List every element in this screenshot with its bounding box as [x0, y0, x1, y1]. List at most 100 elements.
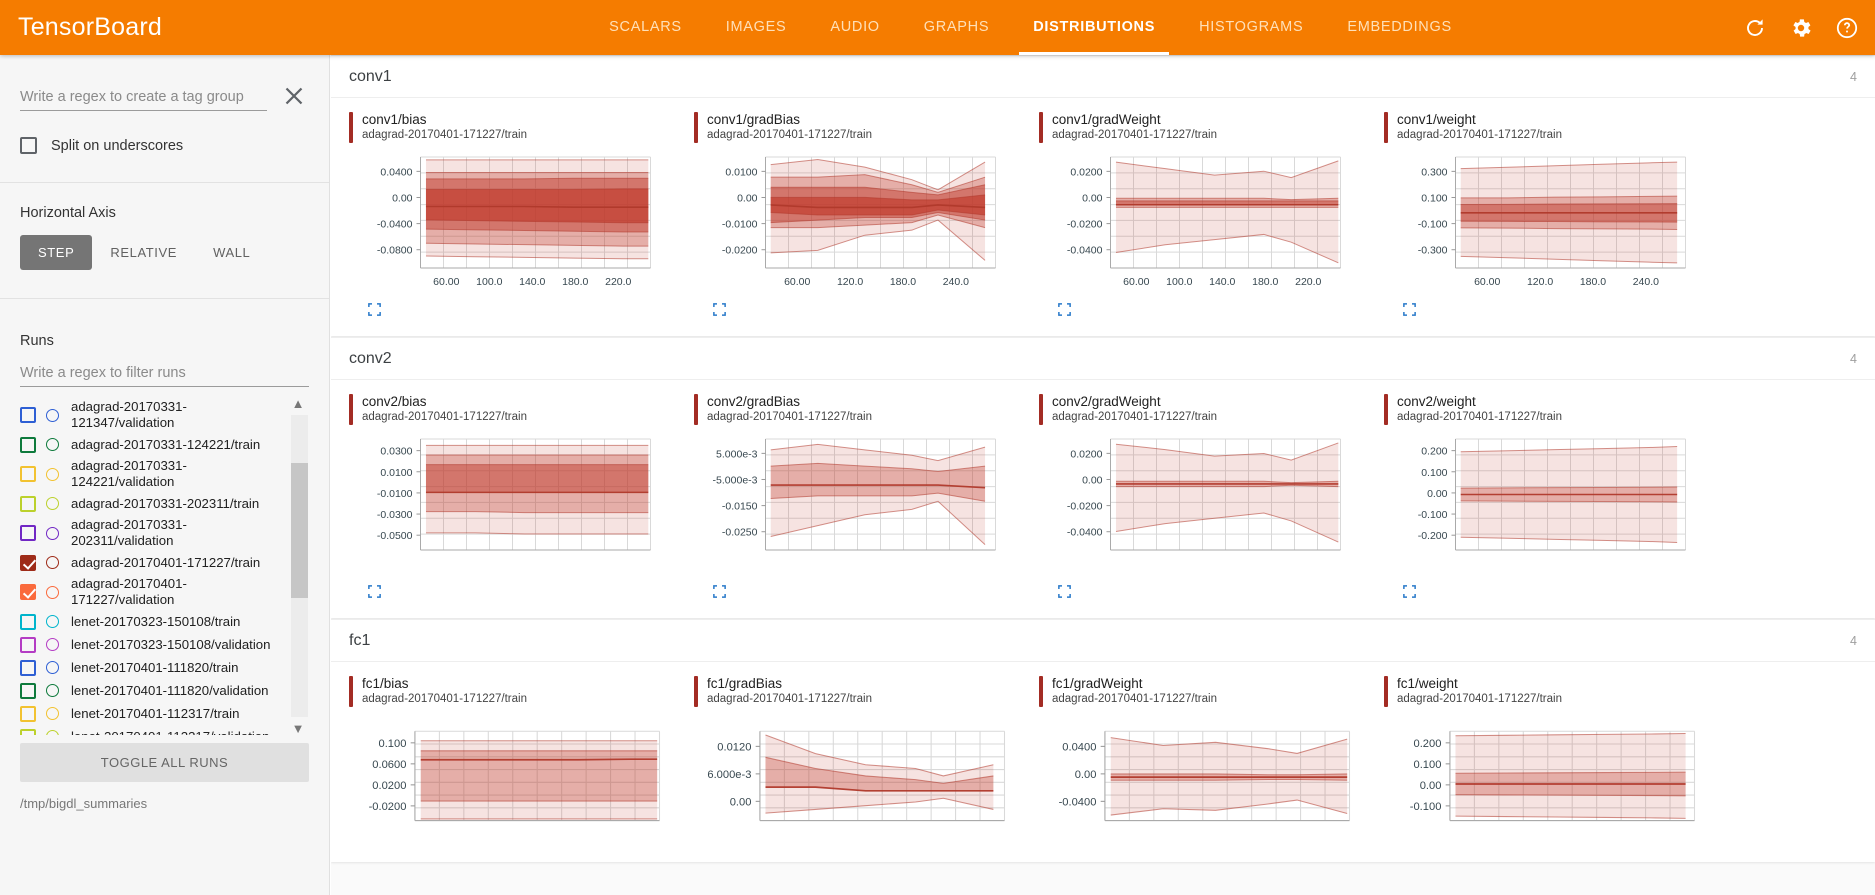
run-item[interactable]: adagrad-20170331-202311/train [20, 492, 283, 515]
tab-histograms[interactable]: HISTOGRAMS [1199, 19, 1304, 35]
svg-text:0.0600: 0.0600 [372, 759, 406, 771]
svg-text:0.100: 0.100 [1413, 759, 1441, 771]
run-item[interactable]: adagrad-20170401-171227/train [20, 551, 283, 574]
run-checkbox[interactable] [20, 659, 36, 676]
axis-option-relative[interactable]: RELATIVE [110, 245, 178, 260]
run-item[interactable]: lenet-20170401-111820/train [20, 656, 283, 679]
tab-graphs[interactable]: GRAPHS [923, 19, 990, 35]
run-color-dot [46, 497, 59, 510]
distribution-chart[interactable]: 0.300 0.100 -0.100 -0.300 60.00 120.0 180.0 240… [1384, 149, 1703, 294]
distribution-chart[interactable]: 0.0400 0.00 -0.0400 -0.0800 60.00 100.0 140.0 1… [349, 149, 668, 294]
run-item[interactable]: adagrad-20170401-171227/validation [20, 574, 283, 610]
refresh-icon[interactable] [1743, 16, 1767, 40]
tab-distributions[interactable]: DISTRIBUTIONS [1011, 0, 1177, 55]
run-checkbox[interactable] [20, 554, 36, 571]
run-item[interactable]: lenet-20170323-150108/train [20, 610, 283, 633]
distribution-chart[interactable]: 5.000e-3 -5.000e-3 -0.0150 -0.0250 [694, 431, 1013, 576]
distribution-chart[interactable]: 0.0400 0.00 -0.0400 [1039, 713, 1358, 858]
run-item[interactable]: lenet-20170323-150108/validation [20, 633, 283, 656]
svg-text:-0.0250: -0.0250 [722, 527, 758, 539]
scroll-down-icon[interactable]: ▼ [291, 721, 305, 736]
axis-option-step[interactable]: STEP [20, 235, 93, 270]
run-checkbox[interactable] [20, 525, 36, 541]
runs-filter-input[interactable] [20, 359, 309, 387]
run-checkbox[interactable] [20, 613, 36, 630]
run-item[interactable]: lenet-20170401-112317/train [20, 702, 283, 725]
run-item[interactable]: adagrad-20170331-124221/train [20, 433, 283, 456]
svg-text:180.0: 180.0 [1580, 276, 1606, 288]
distribution-chart[interactable]: 0.0100 0.00 -0.0100 -0.0200 60.00 120.0 180.0 2… [694, 149, 1013, 294]
chart-card: conv2/gradWeight adagrad-20170401-171227… [1021, 394, 1366, 614]
run-checkbox[interactable] [20, 705, 36, 722]
run-item[interactable]: lenet-20170401-111820/validation [20, 679, 283, 702]
tag-group-header[interactable]: fc1 4 [331, 620, 1875, 662]
svg-text:0.0200: 0.0200 [372, 780, 406, 792]
run-color-dot [46, 684, 59, 697]
chart-title: conv2/bias [362, 394, 427, 409]
axis-option-wall[interactable]: WALL [213, 245, 251, 260]
tab-scalars[interactable]: SCALARS [609, 19, 682, 35]
run-checkbox[interactable] [20, 728, 36, 735]
chart-run-name: adagrad-20170401-171227/train [362, 411, 527, 423]
svg-text:-5.000e-3: -5.000e-3 [713, 474, 758, 486]
run-item[interactable]: adagrad-20170331-202311/validation [20, 515, 283, 551]
tab-embeddings[interactable]: EMBEDDINGS [1347, 19, 1452, 35]
chart-run-name: adagrad-20170401-171227/train [1052, 693, 1217, 705]
svg-text:6.000e-3: 6.000e-3 [707, 769, 751, 781]
run-checkbox[interactable] [20, 495, 36, 512]
chart-card: conv2/gradBias adagrad-20170401-171227/t… [676, 394, 1021, 614]
svg-text:-0.0500: -0.0500 [377, 530, 413, 542]
tab-images[interactable]: IMAGES [725, 19, 787, 35]
run-item[interactable]: lenet-20170401-112317/validation [20, 725, 283, 735]
svg-text:0.0200: 0.0200 [1070, 166, 1102, 178]
run-checkbox[interactable] [20, 436, 36, 453]
distribution-chart[interactable]: 0.0120 6.000e-3 0.00 [694, 713, 1013, 858]
run-label: lenet-20170401-112317/train [71, 705, 240, 721]
distribution-chart[interactable]: 0.0200 0.00 -0.0200 -0.0400 60.00 100.0 140.0 1… [1039, 149, 1358, 294]
run-checkbox[interactable] [20, 682, 36, 699]
chart-run-name: adagrad-20170401-171227/train [362, 129, 527, 141]
run-color-bar [1384, 394, 1388, 425]
expand-chart-icon[interactable] [712, 584, 727, 599]
run-checkbox[interactable] [20, 407, 36, 423]
chart-card: conv1/gradWeight adagrad-20170401-171227… [1021, 112, 1366, 332]
chart-card-header: conv2/gradWeight adagrad-20170401-171227… [1039, 394, 1358, 425]
expand-chart-icon[interactable] [1402, 302, 1417, 317]
sidebar-divider-1 [0, 182, 329, 183]
run-item[interactable]: adagrad-20170331-121347/validation [20, 397, 283, 433]
expand-chart-icon[interactable] [1057, 584, 1072, 599]
tab-audio[interactable]: AUDIO [830, 19, 880, 35]
chart-run-name: adagrad-20170401-171227/train [1397, 129, 1562, 141]
split-on-underscores-checkbox[interactable] [20, 137, 37, 154]
split-on-underscores-row[interactable]: Split on underscores [20, 137, 309, 154]
runs-scrollbar-thumb[interactable] [291, 463, 308, 598]
expand-chart-icon[interactable] [1057, 302, 1072, 317]
run-label: adagrad-20170401-171227/validation [71, 576, 187, 607]
scroll-up-icon[interactable]: ▲ [291, 396, 305, 411]
toggle-all-runs-button[interactable]: TOGGLE ALL RUNS [20, 743, 309, 782]
distribution-chart[interactable]: 0.0200 0.00 -0.0200 -0.0400 [1039, 431, 1358, 576]
help-icon[interactable] [1835, 16, 1859, 40]
distribution-chart[interactable]: 0.200 0.100 0.00 -0.100 -0.200 [1384, 431, 1703, 576]
distribution-chart[interactable]: 0.100 0.0600 0.0200 -0.0200 [349, 713, 668, 858]
run-label: adagrad-20170401-171227/train [71, 554, 261, 570]
run-item[interactable]: adagrad-20170331-124221/validation [20, 456, 283, 492]
svg-text:0.0400: 0.0400 [1062, 742, 1096, 754]
run-checkbox[interactable] [20, 584, 36, 600]
svg-text:0.00: 0.00 [1075, 769, 1097, 781]
expand-chart-icon[interactable] [367, 302, 382, 317]
close-icon[interactable] [279, 81, 309, 111]
expand-chart-icon[interactable] [367, 584, 382, 599]
horizontal-axis-options: STEP RELATIVE WALL [20, 235, 309, 270]
distribution-chart[interactable]: 0.200 0.100 0.00 -0.100 [1384, 713, 1703, 858]
run-checkbox[interactable] [20, 636, 36, 653]
distribution-chart[interactable]: 0.0300 0.0100 -0.0100 -0.0300 -0.0500 [349, 431, 668, 576]
chart-card: conv1/gradBias adagrad-20170401-171227/t… [676, 112, 1021, 332]
expand-chart-icon[interactable] [1402, 584, 1417, 599]
expand-chart-icon[interactable] [712, 302, 727, 317]
run-checkbox[interactable] [20, 466, 36, 482]
tag-group-header[interactable]: conv1 4 [331, 56, 1875, 98]
tag-group-header[interactable]: conv2 4 [331, 338, 1875, 380]
gear-icon[interactable] [1789, 16, 1813, 40]
tag-group-regex-input[interactable] [20, 87, 267, 111]
